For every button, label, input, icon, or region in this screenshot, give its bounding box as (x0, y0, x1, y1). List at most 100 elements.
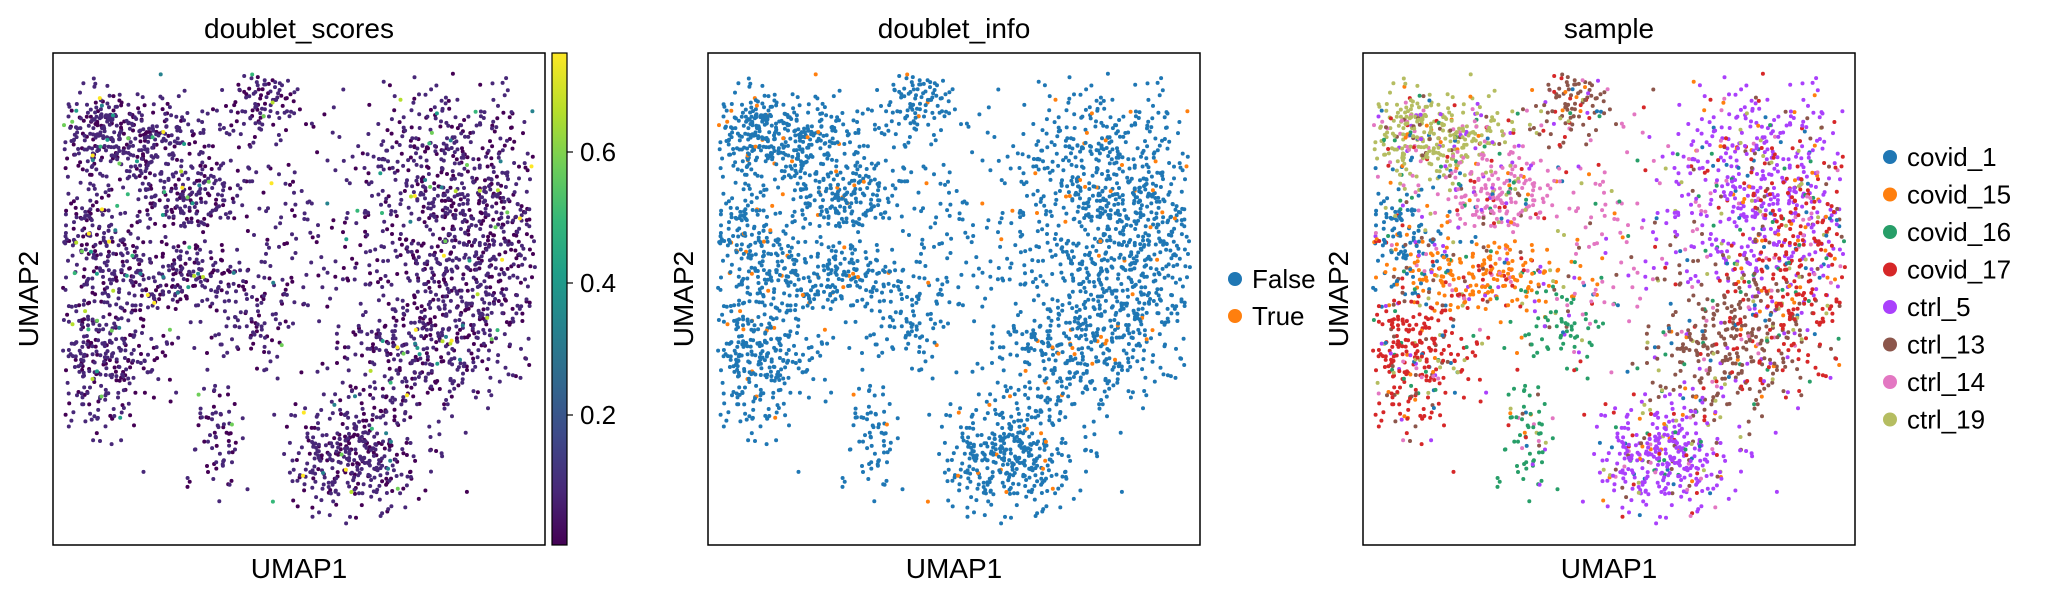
scatter-point (98, 144, 103, 149)
scatter-point (755, 341, 760, 346)
scatter-point (768, 369, 773, 374)
scatter-point (500, 257, 505, 262)
scatter-point (850, 219, 855, 224)
scatter-point (933, 321, 937, 326)
scatter-point (766, 108, 771, 113)
scatter-point (834, 267, 839, 272)
scatter-point (846, 269, 851, 274)
scatter-point (221, 422, 226, 427)
scatter-point (428, 107, 433, 112)
scatter-point (428, 435, 433, 439)
scatter-point (148, 260, 153, 265)
scatter-point (419, 304, 424, 309)
scatter-point (745, 352, 750, 357)
scatter-point (892, 87, 897, 92)
scatter-point (354, 515, 358, 520)
scatter-point (135, 359, 140, 364)
scatter-point (359, 401, 364, 406)
scatter-point (401, 305, 405, 310)
scatter-point (350, 462, 355, 467)
scatter-point (211, 404, 216, 409)
scatter-point (419, 243, 424, 248)
scatter-point (92, 414, 97, 419)
scatter-point (397, 120, 402, 125)
scatter-point (395, 421, 400, 426)
scatter-point (93, 242, 98, 247)
scatter-point (250, 179, 255, 184)
scatter-point (903, 116, 908, 121)
scatter-point (791, 236, 796, 241)
scatter-point (419, 334, 424, 339)
scatter-point (360, 406, 365, 411)
scatter-point (476, 256, 481, 261)
scatter-point (134, 253, 139, 258)
scatter-point (308, 230, 313, 235)
scatter-point (326, 480, 331, 485)
scatter-point (508, 342, 512, 347)
scatter-point (776, 370, 781, 374)
scatter-point (449, 338, 454, 343)
scatter-point (125, 259, 129, 264)
scatter-point (471, 275, 476, 280)
scatter-point (809, 288, 813, 293)
scatter-point (86, 339, 91, 344)
scatter-point (809, 345, 814, 350)
scatter-point (459, 335, 464, 340)
scatter-point (381, 167, 386, 172)
scatter-point (1056, 115, 1061, 120)
scatter-point (452, 386, 457, 391)
scatter-point (907, 233, 911, 237)
scatter-point (80, 344, 85, 349)
scatter-point (861, 143, 866, 148)
scatter-point (330, 444, 335, 449)
scatter-point (514, 311, 519, 316)
scatter-point (179, 272, 184, 277)
scatter-point (1065, 184, 1070, 189)
scatter-point (299, 370, 304, 375)
scatter-point (911, 274, 916, 279)
scatter-point (347, 451, 352, 456)
scatter-point (840, 196, 844, 201)
scatter-point (79, 327, 84, 332)
scatter-point (1125, 175, 1130, 180)
scatter-point (806, 395, 811, 400)
scatter-point (403, 237, 408, 242)
scatter-point (261, 293, 266, 298)
scatter-point (125, 301, 130, 306)
scatter-point (147, 126, 152, 131)
scatter-point (880, 290, 884, 295)
scatter-point (844, 220, 849, 225)
scatter-point (104, 322, 109, 327)
scatter-point (68, 352, 73, 357)
scatter-point (518, 207, 523, 212)
scatter-point (279, 215, 284, 220)
scatter-point (446, 196, 451, 201)
scatter-point (268, 359, 273, 364)
scatter-point (314, 240, 319, 245)
scatter-point (91, 269, 96, 274)
scatter-point (283, 201, 288, 206)
scatter-point (805, 368, 810, 372)
scatter-point (305, 435, 310, 440)
scatter-point (113, 369, 118, 374)
scatter-point (415, 306, 420, 311)
scatter-point (857, 174, 862, 178)
scatter-point (460, 299, 465, 304)
scatter-point (1067, 75, 1072, 80)
scatter-point (429, 87, 434, 92)
scatter-point (753, 372, 758, 377)
scatter-point (822, 327, 827, 332)
scatter-point (772, 149, 777, 153)
scatter-point (470, 326, 475, 331)
scatter-point (203, 277, 208, 282)
scatter-point (94, 132, 99, 137)
scatter-point (786, 348, 791, 352)
scatter-point (411, 190, 416, 195)
scatter-point (436, 280, 441, 284)
scatter-point (530, 109, 535, 114)
scatter-point (93, 110, 98, 115)
scatter-point (423, 188, 428, 193)
scatter-point (460, 210, 465, 214)
scatter-point (731, 147, 736, 151)
scatter-point (355, 208, 360, 213)
